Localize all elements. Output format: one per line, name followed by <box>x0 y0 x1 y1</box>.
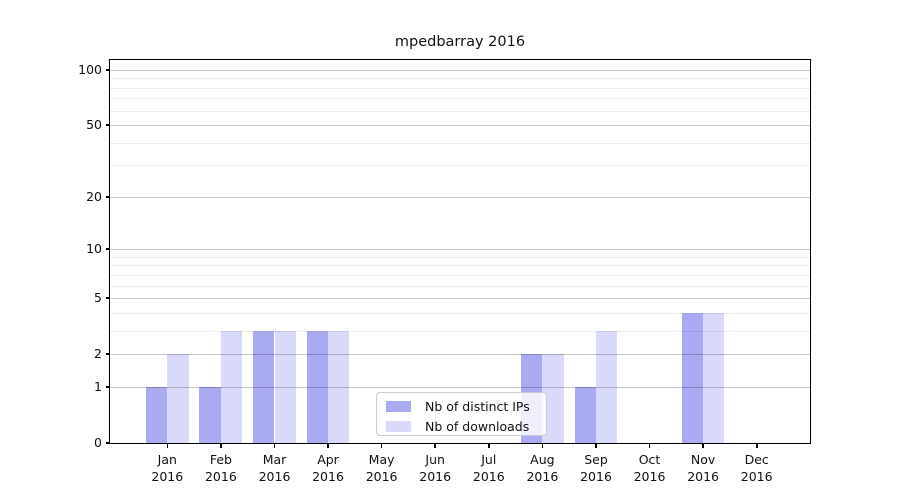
y-tick-mark <box>105 124 110 126</box>
legend-item-distinct-ips: Nb of distinct IPs <box>377 397 546 415</box>
y-tick-label: 10 <box>86 241 102 257</box>
x-tick-mark <box>273 443 276 448</box>
x-tick-label: Oct 2016 <box>633 452 666 484</box>
minor-gridline <box>110 110 810 112</box>
major-gridline <box>110 125 810 126</box>
x-tick-mark <box>702 443 704 448</box>
x-tick-label: Mar 2016 <box>258 452 291 484</box>
x-tick-mark <box>380 443 383 448</box>
x-tick-label: Jan 2016 <box>151 452 184 484</box>
y-tick-mark <box>105 353 110 355</box>
y-tick-label: 50 <box>86 117 102 132</box>
distinct-ips-swatch-icon <box>386 400 411 412</box>
bar-sep-downloads <box>596 330 618 443</box>
bar-jan-downloads <box>167 354 189 443</box>
bar-feb-downloads <box>220 330 243 443</box>
minor-gridline <box>110 285 810 287</box>
bar-mar-distinct-ips <box>253 330 275 443</box>
major-gridline <box>110 354 810 356</box>
x-tick-label: Jun 2016 <box>419 452 452 484</box>
y-tick-label: 0 <box>94 435 102 450</box>
bar-jan-distinct-ips <box>145 386 168 443</box>
x-tick-mark <box>487 443 490 448</box>
downloads-swatch-icon <box>386 420 411 432</box>
y-tick-label: 2 <box>94 346 102 362</box>
legend-label: Nb of distinct IPs <box>425 398 530 414</box>
major-gridline <box>110 298 810 300</box>
x-tick-label: Nov 2016 <box>687 452 719 484</box>
legend-label: Nb of downloads <box>425 418 530 434</box>
y-tick-label: 1 <box>94 378 102 394</box>
major-gridline <box>110 249 810 251</box>
x-tick-label: May 2016 <box>365 452 398 484</box>
y-tick-label: 100 <box>78 61 102 77</box>
y-tick-label: 5 <box>94 290 102 306</box>
x-tick-label: Feb 2016 <box>204 452 237 484</box>
y-tick-label: 20 <box>86 188 102 204</box>
y-tick-mark <box>105 297 110 299</box>
x-tick-label: Dec 2016 <box>740 452 773 484</box>
x-tick-mark <box>434 443 437 448</box>
x-tick-label: Apr 2016 <box>312 452 344 484</box>
x-tick-mark <box>220 443 222 448</box>
y-tick-mark <box>105 195 110 198</box>
minor-gridline <box>110 274 810 276</box>
x-tick-label: Jul 2016 <box>472 452 505 484</box>
bar-apr-downloads <box>328 330 350 443</box>
y-tick-mark <box>105 248 110 250</box>
bar-sep-distinct-ips <box>574 386 596 443</box>
x-tick-mark <box>755 443 758 448</box>
y-tick-mark <box>105 442 110 444</box>
bar-nov-distinct-ips <box>681 312 704 443</box>
minor-gridline <box>110 330 810 332</box>
minor-gridline <box>110 256 810 258</box>
y-tick-mark <box>105 68 110 71</box>
minor-gridline <box>110 142 810 144</box>
major-gridline <box>110 196 810 198</box>
legend: Nb of distinct IPs Nb of downloads <box>376 392 547 436</box>
x-tick-mark <box>541 443 544 448</box>
x-tick-label: Aug 2016 <box>526 452 559 484</box>
x-tick-mark <box>648 443 651 448</box>
bar-aug-downloads <box>542 354 564 443</box>
plot-area: Nb of distinct IPs Nb of downloads <box>109 59 811 444</box>
bar-apr-distinct-ips <box>306 330 328 443</box>
x-tick-label: Sep 2016 <box>580 452 612 484</box>
minor-gridline <box>110 165 810 167</box>
legend-item-downloads: Nb of downloads <box>377 417 546 435</box>
major-gridline <box>110 69 810 71</box>
x-tick-mark <box>166 443 169 448</box>
minor-gridline <box>110 78 810 80</box>
bar-mar-downloads <box>274 330 296 443</box>
minor-gridline <box>110 312 810 314</box>
bar-nov-downloads <box>703 312 725 443</box>
minor-gridline <box>110 98 810 100</box>
major-gridline <box>110 386 810 388</box>
x-tick-mark <box>327 443 329 448</box>
minor-gridline <box>110 87 810 89</box>
chart-title: mpedbarray 2016 <box>394 34 526 50</box>
minor-gridline <box>110 265 810 267</box>
x-tick-mark <box>595 443 597 448</box>
bar-feb-distinct-ips <box>199 386 221 443</box>
y-tick-mark <box>105 386 110 388</box>
